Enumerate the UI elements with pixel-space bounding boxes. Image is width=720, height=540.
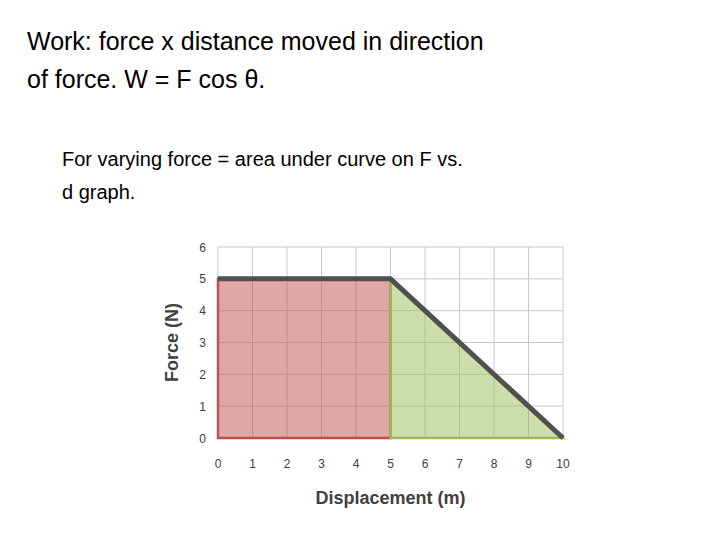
x-grid-line bbox=[563, 247, 564, 438]
y-axis-label: Force (N) bbox=[162, 303, 182, 382]
x-tick-label: 9 bbox=[525, 457, 532, 471]
y-tick-label: 5 bbox=[199, 272, 206, 286]
data-group bbox=[218, 279, 563, 438]
y-tick-label: 4 bbox=[199, 304, 206, 318]
x-axis-label: Displacement (m) bbox=[315, 488, 465, 508]
x-tick-label: 8 bbox=[491, 457, 498, 471]
x-tick-label: 4 bbox=[353, 457, 360, 471]
x-tick-label: 6 bbox=[422, 457, 429, 471]
y-tick-label: 2 bbox=[199, 368, 206, 382]
slide-title: of force. W = F cos θ. bbox=[27, 65, 265, 93]
slide-title: Work: force x distance moved in directio… bbox=[27, 27, 484, 55]
x-tick-label: 10 bbox=[556, 457, 570, 471]
y-tick-label: 6 bbox=[199, 241, 206, 255]
x-tick-label: 2 bbox=[284, 457, 291, 471]
y-tick-label: 1 bbox=[199, 400, 206, 414]
x-tick-label: 0 bbox=[215, 457, 222, 471]
x-tick-label: 5 bbox=[387, 457, 394, 471]
x-tick-label: 1 bbox=[249, 457, 256, 471]
grid bbox=[218, 247, 563, 438]
slide: Work: force x distance moved in directio… bbox=[0, 0, 720, 540]
x-tick-label: 7 bbox=[456, 457, 463, 471]
y-tick-label: 0 bbox=[199, 432, 206, 446]
bullet-text: d graph. bbox=[62, 181, 135, 203]
x-tick-label: 3 bbox=[318, 457, 325, 471]
line bbox=[218, 279, 563, 438]
area bbox=[218, 279, 391, 438]
y-tick-label: 3 bbox=[199, 336, 206, 350]
bullet-text: For varying force = area under curve on … bbox=[62, 148, 463, 170]
